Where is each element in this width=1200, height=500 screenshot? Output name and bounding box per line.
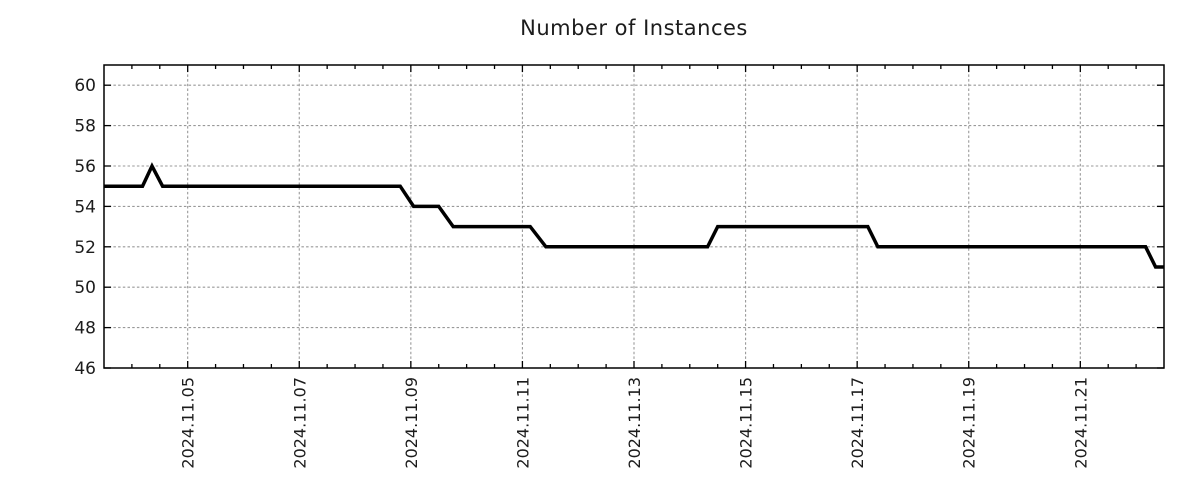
series-line-instances xyxy=(104,162,1164,269)
y-tick-label: 56 xyxy=(74,157,96,177)
y-tick-label: 58 xyxy=(74,117,96,137)
y-tick-label: 46 xyxy=(74,359,96,379)
x-tick-label: 2024.11.19 xyxy=(960,377,979,469)
y-tick-label: 50 xyxy=(74,278,96,298)
y-tick-label: 60 xyxy=(74,76,96,96)
x-tick-label: 2024.11.17 xyxy=(848,377,867,469)
x-tick-label: 2024.11.21 xyxy=(1071,377,1090,469)
x-tick-label: 2024.11.13 xyxy=(625,377,644,469)
x-tick-label: 2024.11.07 xyxy=(290,377,309,469)
chart-title: Number of Instances xyxy=(520,16,748,40)
x-tick-label: 2024.11.05 xyxy=(179,377,198,469)
x-tick-label: 2024.11.11 xyxy=(513,377,532,469)
x-tick-label: 2024.11.09 xyxy=(402,377,421,469)
y-tick-label: 48 xyxy=(74,319,96,339)
x-tick-label: 2024.11.15 xyxy=(737,377,756,469)
y-tick-label: 54 xyxy=(74,197,96,217)
y-tick-label: 52 xyxy=(74,238,96,258)
plot-frame xyxy=(103,64,1165,369)
